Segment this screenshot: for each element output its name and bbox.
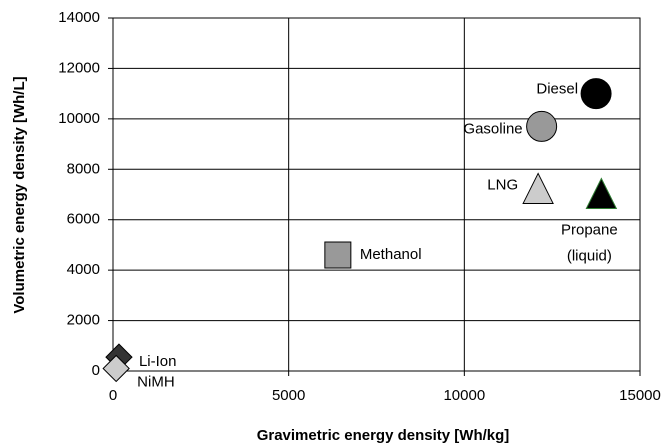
y-tick-label: 6000 [67,211,100,228]
y-tick-label: 2000 [67,312,100,329]
data-point [526,110,558,142]
y-tick-label: 10000 [58,110,100,127]
point-label: Li-Ion [139,353,177,370]
y-tick-label: 12000 [58,59,100,76]
y-tick-label: 0 [92,362,100,379]
x-tick-label: 15000 [619,387,661,404]
data-point [324,241,352,269]
point-label: Propane (liquid) [561,221,618,264]
point-label: LNG [487,176,518,193]
y-axis-title: Volumetric energy density [Wh/L] [11,76,28,313]
y-tick-label: 4000 [67,261,100,278]
y-tick-label: 8000 [67,160,100,177]
x-tick-label: 10000 [443,387,485,404]
x-tick-label: 5000 [272,387,305,404]
point-label: Gasoline [463,120,522,137]
point-label: Diesel [536,81,578,98]
data-point [580,78,612,110]
data-point [585,177,618,209]
point-label: NiMH [137,373,175,390]
x-tick-label: 0 [109,387,117,404]
data-point [102,354,130,383]
x-axis-title: Gravimetric energy density [Wh/kg] [257,427,510,444]
point-label: Methanol [360,246,422,263]
y-tick-label: 14000 [58,9,100,26]
plot-frame [112,17,641,372]
data-point [522,172,554,204]
